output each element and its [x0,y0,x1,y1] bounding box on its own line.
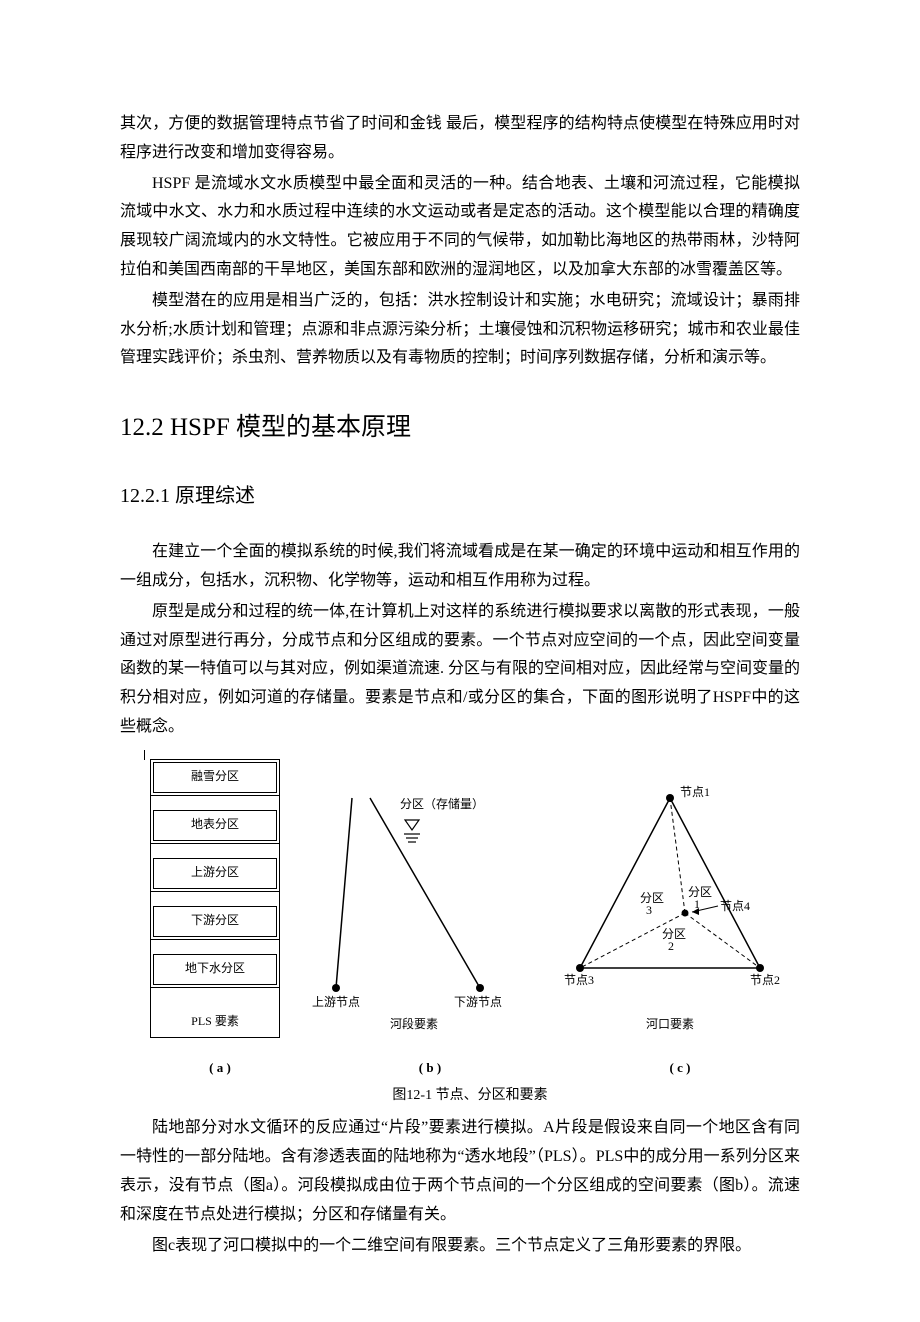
zone1-label: 分区 [688,885,712,899]
downstream-label: 下游节点 [454,995,502,1009]
storage-icon [405,820,419,830]
node3-label: 节点3 [564,973,594,987]
svg-text:2: 2 [668,939,674,953]
paragraph-4: 在建立一个全面的模拟系统的时候,我们将流域看成是在某一确定的环境中运动和相互作用… [120,538,800,596]
figure-panel-a: 融雪分区 地表分区 上游分区 下游分区 地下水分区 PLS 要素 [140,756,290,1038]
node1-label: 节点1 [680,785,710,799]
cell-label: 地下水分区 [185,958,245,980]
figure-sublabels: ( a ) ( b ) ( c ) [140,1056,800,1079]
paragraph-6: 陆地部分对水文循环的反应通过“片段”要素进行模拟。A片段是假设来自同一个地区含有… [120,1114,800,1229]
paragraph-7: 图c表现了河口模拟中的一个二维空间有限要素。三个节点定义了三角形要素的界限。 [120,1232,800,1261]
upstream-label: 上游节点 [312,995,360,1009]
reach-element-label: 河段要素 [390,1016,438,1031]
svg-text:1: 1 [694,897,700,911]
node4-label: 节点4 [720,899,750,913]
paragraph-3: 模型潜在的应用是相当广泛的，包括：洪水控制设计和实施；水电研究；流域设计；暴雨排… [120,287,800,373]
sublabel-c: ( c ) [560,1056,800,1079]
heading-12-2: 12.2 HSPF 模型的基本原理 [120,405,800,450]
sublabel-b: ( b ) [300,1056,560,1079]
cell-label: 地表分区 [191,814,239,836]
zone-label: 分区（存储量） [400,796,484,811]
sublabel-a: ( a ) [140,1056,300,1079]
cell-label: 上游分区 [191,862,239,884]
upstream-node-icon [332,984,340,992]
paragraph-5: 原型是成分和过程的统一体,在计算机上对这样的系统进行模拟要求以离散的形式表现，一… [120,598,800,742]
figure-panel-b: 分区（存储量） 上游节点 下游节点 河段要素 [290,778,550,1038]
paragraph-1: 其次，方便的数据管理特点节省了时间和金钱 最后，模型程序的结构特点使模型在特殊应… [120,110,800,168]
estuary-element-label: 河口要素 [646,1017,694,1031]
figure-12-1: 融雪分区 地表分区 上游分区 下游分区 地下水分区 PLS 要素 分区（存储量） [140,756,800,1109]
paragraph-2: HSPF 是流域水文水质模型中最全面和灵活的一种。结合地表、土壤和河流过程，它能… [120,170,800,285]
downstream-node-icon [476,984,484,992]
figure-caption: 图12-1 节点、分区和要素 [140,1083,800,1108]
node2-label: 节点2 [750,973,780,987]
svg-text:3: 3 [646,903,652,917]
zone2-label: 分区 [662,927,686,941]
figure-panel-c: 节点1 节点2 节点3 节点4 分区 3 分区 1 分区 2 河口要素 [550,778,790,1038]
cell-label: 下游分区 [191,910,239,932]
cell-label: 融雪分区 [191,766,239,788]
zone3-label: 分区 [640,891,664,905]
cell-footer: PLS 要素 [191,1011,239,1033]
heading-12-2-1: 12.2.1 原理综述 [120,478,800,514]
